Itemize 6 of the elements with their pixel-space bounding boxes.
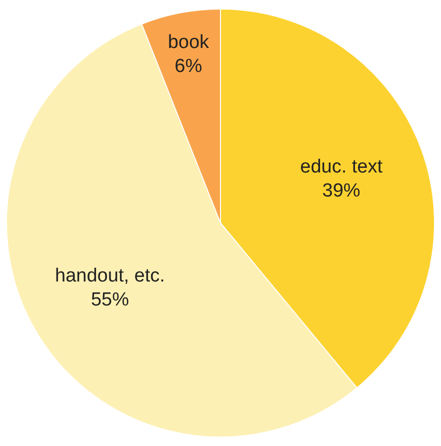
data-label: 55%	[90, 290, 130, 311]
slice-label: book	[168, 32, 210, 54]
data-label: 39%	[322, 180, 360, 202]
slice-label: handout, etc.	[55, 266, 165, 287]
slice-label: educ. text	[300, 156, 384, 178]
data-label: 6%	[174, 56, 202, 78]
